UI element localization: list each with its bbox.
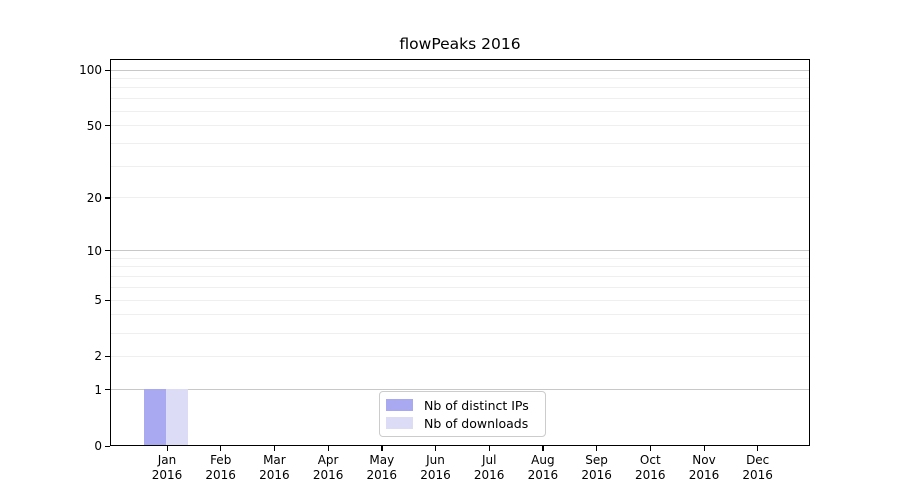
y-axis-tick bbox=[105, 389, 110, 391]
minor-gridline bbox=[111, 355, 809, 357]
minor-gridline bbox=[111, 197, 809, 199]
x-axis-tick bbox=[596, 446, 598, 451]
x-tick-label-year: 2016 bbox=[742, 468, 773, 482]
x-axis-tick bbox=[220, 446, 222, 451]
legend: Nb of distinct IPs Nb of downloads bbox=[379, 391, 546, 437]
x-axis-tick bbox=[488, 446, 490, 451]
minor-gridline bbox=[111, 286, 809, 288]
minor-gridline bbox=[111, 299, 809, 301]
x-tick-label: Feb bbox=[210, 453, 232, 467]
legend-item-downloads: Nb of downloads bbox=[386, 415, 537, 431]
y-axis-tick bbox=[105, 197, 110, 199]
minor-gridline bbox=[111, 98, 809, 100]
minor-gridline bbox=[111, 257, 809, 259]
x-tick-label-year: 2016 bbox=[205, 468, 236, 482]
minor-gridline bbox=[111, 314, 809, 316]
x-tick-label-year: 2016 bbox=[527, 468, 559, 482]
y-tick-label: 1 bbox=[94, 382, 102, 397]
x-tick-label: Nov bbox=[692, 453, 716, 467]
y-tick-label: 5 bbox=[94, 293, 102, 308]
y-axis-tick bbox=[105, 299, 110, 301]
legend-swatch-downloads bbox=[386, 417, 413, 429]
minor-gridline bbox=[111, 142, 809, 144]
x-tick-label-year: 2016 bbox=[635, 468, 666, 482]
y-tick-label: 100 bbox=[79, 63, 102, 77]
y-tick-label: 50 bbox=[86, 118, 102, 133]
legend-label-downloads: Nb of downloads bbox=[424, 415, 529, 431]
x-tick-label: Jan bbox=[157, 453, 177, 467]
x-axis-tick bbox=[273, 446, 276, 451]
minor-gridline bbox=[111, 125, 809, 127]
y-tick-label: 20 bbox=[86, 190, 102, 205]
x-tick-label: Aug bbox=[531, 453, 555, 467]
x-tick-label: Oct bbox=[639, 453, 661, 467]
x-tick-label-year: 2016 bbox=[473, 468, 505, 482]
x-axis-tick bbox=[542, 446, 544, 451]
x-axis-tick bbox=[649, 446, 652, 451]
x-tick-label-year: 2016 bbox=[688, 468, 720, 482]
x-tick-label-year: 2016 bbox=[366, 468, 398, 482]
y-tick-label: 0 bbox=[94, 439, 102, 453]
minor-gridline bbox=[111, 87, 809, 89]
x-tick-label-year: 2016 bbox=[420, 468, 451, 482]
x-tick-label: May bbox=[369, 453, 395, 467]
major-gridline bbox=[111, 389, 809, 391]
major-gridline bbox=[111, 69, 809, 71]
x-tick-label: Apr bbox=[317, 453, 339, 467]
minor-gridline bbox=[111, 266, 809, 268]
chart-title: flowPeaks 2016 bbox=[399, 35, 521, 53]
legend-swatch-distinct-ips bbox=[386, 399, 413, 411]
x-axis-tick bbox=[381, 446, 383, 451]
minor-gridline bbox=[111, 332, 809, 334]
major-gridline bbox=[111, 250, 809, 252]
bar-distinct-ips-0 bbox=[143, 388, 166, 445]
x-tick-label: Jun bbox=[426, 453, 445, 467]
x-axis-tick bbox=[166, 446, 168, 451]
x-axis-tick bbox=[327, 446, 329, 451]
x-axis-tick bbox=[757, 446, 759, 451]
x-tick-label-year: 2016 bbox=[259, 468, 290, 482]
x-tick-label: Mar bbox=[263, 453, 286, 467]
y-axis-tick bbox=[105, 69, 110, 71]
minor-gridline bbox=[111, 276, 809, 278]
minor-gridline bbox=[111, 110, 809, 112]
y-axis-tick bbox=[105, 355, 110, 358]
minor-gridline bbox=[111, 165, 809, 167]
bar-downloads-0 bbox=[165, 388, 188, 445]
y-tick-label: 2 bbox=[94, 349, 102, 364]
x-axis-tick bbox=[435, 446, 437, 451]
y-axis-tick bbox=[105, 125, 110, 127]
minor-gridline bbox=[111, 77, 809, 79]
x-axis-tick bbox=[703, 446, 705, 451]
legend-label-distinct-ips: Nb of distinct IPs bbox=[424, 397, 529, 413]
x-tick-label-year: 2016 bbox=[312, 468, 344, 482]
y-tick-label: 10 bbox=[86, 243, 102, 258]
plot-area bbox=[110, 59, 810, 446]
y-axis-tick bbox=[105, 445, 110, 447]
x-tick-label: Sep bbox=[585, 453, 608, 467]
x-tick-label: Dec bbox=[746, 453, 770, 467]
legend-item-distinct-ips: Nb of distinct IPs bbox=[386, 397, 537, 413]
x-tick-label-year: 2016 bbox=[581, 468, 612, 482]
y-axis-tick bbox=[105, 250, 110, 252]
x-tick-label: Jul bbox=[481, 453, 497, 467]
x-tick-label-year: 2016 bbox=[151, 468, 183, 482]
